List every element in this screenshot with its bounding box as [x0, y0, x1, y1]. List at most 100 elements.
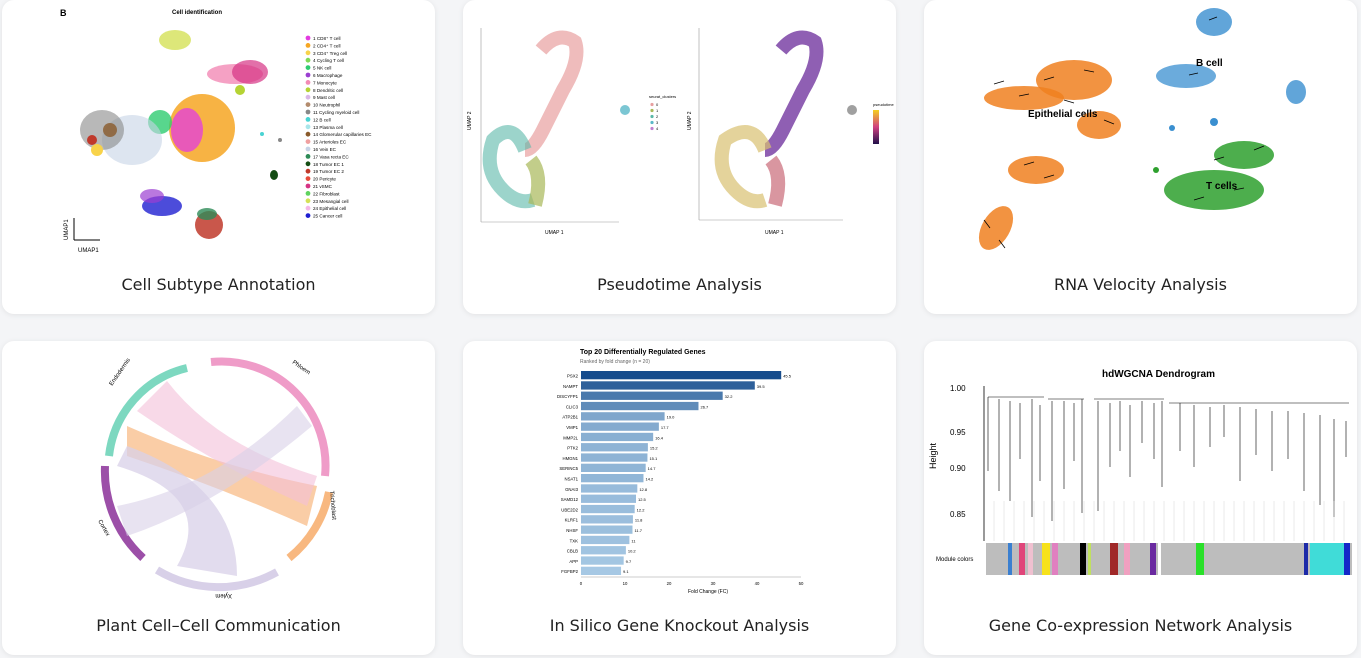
- knockout-bar-chart: Top 20 Differentially Regulated Genes Ra…: [557, 349, 804, 595]
- bar-value-label: 19.0: [667, 415, 676, 420]
- chord-diagram: [100, 357, 333, 592]
- bar-value-label: 32.2: [725, 394, 734, 399]
- umap-cell-identification-figure: B Cell identification UMAP1 UMAP1: [60, 8, 372, 254]
- bar: [581, 535, 630, 545]
- legend-swatch: [650, 120, 654, 125]
- bar-value-label: 45.5: [783, 374, 792, 379]
- legend-label: 15 Arterioles EC: [313, 140, 347, 145]
- card-cell-subtype-annotation[interactable]: B Cell identification UMAP1 UMAP1: [2, 0, 435, 314]
- bar-value-label: 11: [631, 538, 636, 543]
- card-title: In Silico Gene Knockout Analysis: [549, 616, 810, 635]
- card-gene-coexpression-network[interactable]: hdWGCNA Dendrogram Height 1.00 0.95 0.90…: [924, 341, 1357, 655]
- legend-label: 17 Vasa recta EC: [313, 154, 349, 159]
- legend-label: 21 vSMC: [313, 184, 333, 189]
- bar-category-label: PTK2: [567, 446, 578, 451]
- legend-label: 1 CD8⁺ T cell: [313, 36, 341, 41]
- card-title: Gene Co-expression Network Analysis: [988, 616, 1293, 635]
- card-title: Cell Subtype Annotation: [121, 275, 316, 294]
- rna-velocity-figure: B cell Epithelial cells T cells: [978, 8, 1306, 250]
- legend-label: 20 Pericyte: [313, 177, 336, 182]
- left-x-label: UMAP 1: [545, 230, 564, 236]
- bar: [581, 463, 646, 472]
- bar-value-label: 15.2: [650, 446, 659, 451]
- legend-label: 3: [656, 120, 659, 125]
- bar: [581, 422, 659, 431]
- bar-category-label: ATP2B1: [562, 415, 578, 420]
- segment-label-phloem: Phloem: [291, 360, 311, 377]
- module-colors-label: Module colors: [936, 557, 973, 563]
- bar-category-label: TXK: [570, 538, 578, 543]
- dendrogram-leaves: [993, 501, 1345, 541]
- segment-xylem-arc: [154, 566, 279, 592]
- bar-value-label: 12.5: [638, 497, 647, 502]
- legend-label: 8 Dendritic cell: [313, 88, 343, 93]
- card-plant-cell-communication[interactable]: Endodermis Phloem Trichoblast Xylem Cort…: [2, 341, 435, 655]
- bar: [581, 525, 633, 534]
- card-gene-knockout-analysis[interactable]: Top 20 Differentially Regulated Genes Ra…: [463, 341, 896, 655]
- bar: [581, 412, 665, 421]
- bar: [581, 556, 624, 565]
- segment-label-cortex: Cortex: [96, 519, 110, 537]
- right-legend-title: pseudotime: [873, 102, 894, 107]
- umap-x-label: UMAP1: [78, 248, 99, 254]
- legend-swatch: [305, 87, 311, 93]
- bar: [581, 401, 699, 411]
- bar: [581, 494, 636, 503]
- legend-swatch: [305, 94, 311, 100]
- legend-swatch: [305, 109, 311, 115]
- segment-label-xylem: Xylem: [215, 592, 232, 598]
- legend-swatch: [305, 131, 311, 137]
- bar-value-label: 39.5: [757, 384, 766, 389]
- legend-swatch: [305, 124, 311, 130]
- label-epithelial-cells: Epithelial cells: [1028, 109, 1098, 120]
- legend-swatch: [305, 213, 311, 219]
- segment-cortex-arc: [100, 465, 146, 561]
- legend-swatch: [305, 80, 311, 85]
- bar-value-label: 17.7: [661, 425, 670, 430]
- legend-swatch: [305, 176, 311, 182]
- legend-label: 22 Fibroblast: [313, 191, 340, 196]
- left-y-label: UMAP 2: [467, 111, 473, 130]
- bar-category-label: HMGN1: [562, 456, 578, 461]
- legend-label: 6 Macrophage: [313, 73, 343, 78]
- segment-trichoblast-arc: [286, 491, 333, 562]
- legend-label: 19 Tumor EC 2: [313, 169, 344, 174]
- legend-swatch: [305, 139, 311, 145]
- dendrogram-title: hdWGCNA Dendrogram: [1102, 369, 1215, 380]
- legend-label: 18 Tumor EC 1: [313, 162, 344, 167]
- bar-value-label: 15.1: [649, 456, 658, 461]
- bar-value-label: 14.7: [648, 466, 657, 471]
- legend-swatch: [305, 191, 311, 196]
- module-color-bar: [986, 543, 1352, 575]
- ytick: 0.85: [950, 510, 966, 519]
- legend-label: 5 NK cell: [313, 66, 331, 71]
- dendrogram-yticks: 1.00 0.95 0.90 0.85: [950, 384, 966, 519]
- left-legend-title: seurat_clusters: [649, 94, 676, 99]
- segment-endodermis-arc: [105, 364, 188, 457]
- bar-value-label: 16.4: [655, 435, 664, 440]
- ytick: 1.00: [950, 384, 966, 393]
- legend-label: 0: [656, 102, 659, 107]
- bar-category-label: VMP1: [566, 425, 578, 430]
- bar-value-label: 10.2: [628, 549, 637, 554]
- chart-subtitle: Ranked by fold change (n = 20): [580, 359, 650, 365]
- bar: [581, 391, 723, 400]
- ytick: 0.90: [950, 464, 966, 473]
- panel-letter: B: [60, 8, 67, 18]
- cluster-legend: 1 CD8⁺ T cell 2 CD4⁺ T cell 3 CD4⁺ Treg ce…: [305, 35, 372, 219]
- chart-xlabel: Fold Change (FC): [688, 589, 728, 595]
- card-title: Pseudotime Analysis: [597, 275, 762, 294]
- legend-swatch: [305, 50, 311, 56]
- bar-category-label: DISCYFP1: [557, 394, 579, 399]
- bar-value-label: 26.7: [700, 404, 709, 409]
- legend-label: 16 Vein EC: [313, 147, 337, 152]
- bar-category-label: CBLB: [567, 549, 578, 554]
- card-rna-velocity-analysis[interactable]: B cell Epithelial cells T cells RNA Velo…: [924, 0, 1357, 314]
- x-tick-label: 20: [667, 581, 672, 586]
- bar-category-label: UBE2D2: [561, 507, 578, 512]
- bar-value-label: 12.2: [637, 507, 646, 512]
- legend-label: 4: [656, 126, 659, 131]
